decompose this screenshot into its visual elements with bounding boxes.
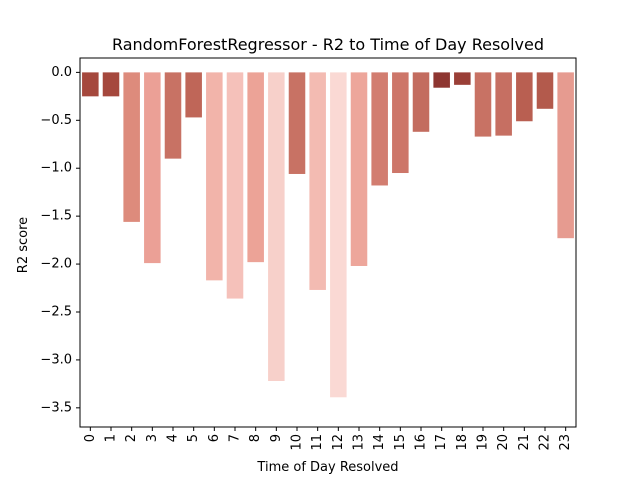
y-axis: 0.0 −0.5 −1.0 −1.5 −2.0 −2.5 −3.0 −3.5 bbox=[40, 65, 80, 415]
bar-17 bbox=[433, 72, 450, 88]
bar-9 bbox=[268, 72, 285, 381]
x-tick-label-0: 0 bbox=[83, 434, 98, 442]
bar-4 bbox=[164, 72, 182, 159]
bar-10 bbox=[288, 72, 306, 174]
x-tick-label-3: 3 bbox=[145, 434, 160, 442]
x-axis-title: Time of Day Resolved bbox=[256, 460, 398, 475]
x-tick-label-12: 12 bbox=[331, 434, 346, 451]
y-tick-label: −1.0 bbox=[40, 161, 72, 176]
x-tick-label-20: 20 bbox=[496, 434, 511, 451]
bar-16 bbox=[412, 72, 430, 132]
x-tick-label-6: 6 bbox=[207, 434, 222, 442]
x-tick-label-5: 5 bbox=[186, 434, 201, 442]
bar-8 bbox=[247, 72, 264, 263]
bar-23 bbox=[557, 72, 574, 239]
x-tick-label-1: 1 bbox=[104, 434, 119, 442]
bar-15 bbox=[392, 72, 409, 174]
bar-6 bbox=[206, 72, 223, 281]
x-tick-label-16: 16 bbox=[414, 434, 429, 451]
x-axis: 0 1 2 3 4 5 6 7 8 9 10 11 12 13 14 15 16 17 18 19 20 21 22 23 bbox=[83, 427, 573, 451]
y-tick-label: −2.5 bbox=[40, 304, 72, 319]
x-tick-label-4: 4 bbox=[166, 434, 181, 442]
x-tick-label-21: 21 bbox=[517, 434, 532, 451]
x-tick-label-17: 17 bbox=[434, 434, 449, 451]
bar-11 bbox=[309, 72, 326, 290]
x-tick-label-14: 14 bbox=[372, 434, 387, 451]
x-tick-label-11: 11 bbox=[310, 434, 325, 451]
y-tick-label: −3.5 bbox=[40, 400, 72, 415]
bar-1 bbox=[102, 72, 120, 97]
bar-3 bbox=[144, 72, 161, 264]
bar-5 bbox=[185, 72, 202, 118]
x-tick-label-13: 13 bbox=[352, 434, 367, 451]
x-tick-label-23: 23 bbox=[558, 434, 573, 451]
y-tick-label: −3.0 bbox=[40, 352, 72, 367]
bar-22 bbox=[536, 72, 554, 109]
x-tick-label-9: 9 bbox=[269, 434, 284, 442]
x-tick-label-7: 7 bbox=[228, 434, 243, 442]
bar-2 bbox=[123, 72, 140, 222]
bar-14 bbox=[371, 72, 388, 186]
bar-20 bbox=[495, 72, 512, 136]
x-tick-label-18: 18 bbox=[455, 434, 470, 451]
x-tick-label-15: 15 bbox=[393, 434, 408, 451]
x-tick-label-10: 10 bbox=[290, 434, 305, 451]
x-tick-label-19: 19 bbox=[476, 434, 491, 451]
x-tick-label-8: 8 bbox=[248, 434, 263, 442]
bar-12 bbox=[330, 72, 347, 398]
bar-13 bbox=[350, 72, 368, 266]
bar-19 bbox=[474, 72, 492, 137]
bar-18 bbox=[454, 72, 471, 85]
y-tick-label: −1.5 bbox=[40, 209, 72, 224]
bar-21 bbox=[516, 72, 533, 122]
y-axis-title: R2 score bbox=[16, 217, 31, 273]
bar-7 bbox=[226, 72, 244, 299]
chart-title: RandomForestRegressor - R2 to Time of Da… bbox=[112, 35, 544, 54]
x-tick-label-22: 22 bbox=[538, 434, 553, 451]
bars-group bbox=[82, 72, 574, 398]
y-tick-label: −2.0 bbox=[40, 257, 72, 272]
y-tick-label: 0.0 bbox=[51, 65, 72, 80]
x-tick-label-2: 2 bbox=[124, 434, 139, 442]
bar-0 bbox=[82, 72, 99, 97]
y-tick-label: −0.5 bbox=[40, 113, 72, 128]
plot-frame bbox=[79, 57, 577, 428]
